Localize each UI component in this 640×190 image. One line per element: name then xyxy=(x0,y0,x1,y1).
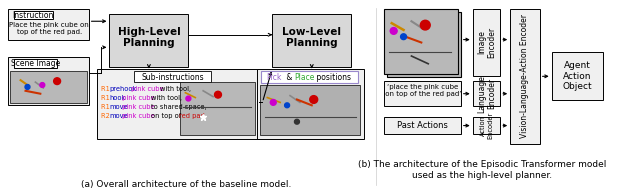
Bar xyxy=(473,81,500,106)
Bar xyxy=(473,117,500,134)
Circle shape xyxy=(401,34,406,40)
Text: red pad: red pad xyxy=(179,113,205,119)
Circle shape xyxy=(25,85,30,89)
Text: hook: hook xyxy=(109,95,125,101)
Text: to shared space,: to shared space, xyxy=(151,104,207,110)
Text: Agent
Action
Object: Agent Action Object xyxy=(563,61,592,91)
Bar xyxy=(384,117,461,134)
Bar xyxy=(552,52,603,101)
Circle shape xyxy=(186,96,191,101)
Text: R1: R1 xyxy=(100,104,111,110)
Circle shape xyxy=(420,20,430,30)
Text: pink cube: pink cube xyxy=(120,113,157,119)
Circle shape xyxy=(310,96,317,103)
Bar xyxy=(261,71,358,83)
Bar xyxy=(109,13,188,67)
Text: move: move xyxy=(109,104,127,110)
Bar xyxy=(257,69,364,139)
Bar xyxy=(180,82,255,135)
Text: on top of: on top of xyxy=(151,113,184,119)
Text: move: move xyxy=(109,113,127,119)
Bar xyxy=(473,9,500,76)
Bar xyxy=(384,9,458,74)
Text: prehook: prehook xyxy=(109,86,136,92)
Circle shape xyxy=(54,78,61,85)
Text: Language
Encoder: Language Encoder xyxy=(477,75,496,113)
Text: pink cube: pink cube xyxy=(120,95,157,101)
Text: with tool,: with tool, xyxy=(151,95,182,101)
Circle shape xyxy=(270,100,276,105)
Circle shape xyxy=(294,119,300,124)
Bar xyxy=(510,9,540,144)
Text: R1: R1 xyxy=(100,95,111,101)
Text: R2: R2 xyxy=(100,113,111,119)
Text: (a) Overall architecture of the baseline model.: (a) Overall architecture of the baseline… xyxy=(81,180,292,189)
Bar xyxy=(384,81,461,106)
Text: Past Actions: Past Actions xyxy=(397,121,448,130)
Text: pink cube: pink cube xyxy=(120,104,157,110)
Circle shape xyxy=(285,103,289,108)
Circle shape xyxy=(214,91,221,98)
Circle shape xyxy=(390,28,397,34)
Text: Instruction: Instruction xyxy=(13,11,54,20)
Text: with tool,: with tool, xyxy=(159,86,191,92)
Text: High-Level
Planning: High-Level Planning xyxy=(118,27,180,48)
Bar xyxy=(8,57,89,105)
Text: Place the pink cube on
top of the red pad.: Place the pink cube on top of the red pa… xyxy=(10,21,89,35)
Bar xyxy=(387,12,461,77)
Bar xyxy=(260,85,360,135)
Text: Action
Encoder: Action Encoder xyxy=(480,112,493,139)
Text: (b) The architecture of the Episodic Transformer model
used as the high-level pl: (b) The architecture of the Episodic Tra… xyxy=(358,160,607,180)
Text: Sub-instructions: Sub-instructions xyxy=(141,73,204,82)
Bar xyxy=(8,9,89,40)
Text: Vision-Language-Action Encoder: Vision-Language-Action Encoder xyxy=(520,14,529,138)
Bar xyxy=(10,70,86,103)
Bar xyxy=(97,69,259,139)
Text: Low-Level
Planning: Low-Level Planning xyxy=(282,27,341,48)
Bar xyxy=(272,13,351,67)
Text: pink cube: pink cube xyxy=(129,86,165,92)
Text: ‘place the pink cube
 on top of the red pad’: ‘place the pink cube on top of the red p… xyxy=(383,84,461,97)
Text: Scene Image: Scene Image xyxy=(11,59,60,68)
Text: Place: Place xyxy=(294,73,314,82)
Text: R1: R1 xyxy=(100,86,111,92)
Text: Pick: Pick xyxy=(266,73,282,82)
Text: Image
Encoder: Image Encoder xyxy=(477,27,496,58)
Text: positions: positions xyxy=(314,73,351,82)
Text: &: & xyxy=(284,73,295,82)
Bar xyxy=(13,11,53,19)
Bar xyxy=(134,71,211,82)
Circle shape xyxy=(40,83,45,87)
Bar xyxy=(13,59,57,68)
